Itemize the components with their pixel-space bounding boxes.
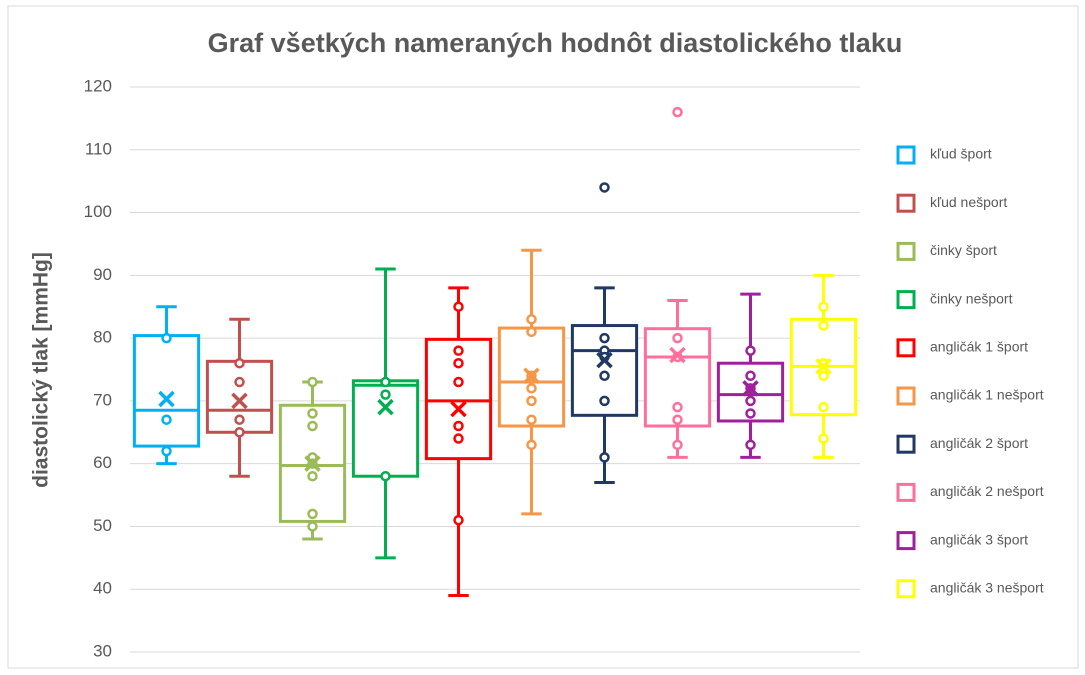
data-point: [745, 408, 756, 419]
legend-label: kľud nešport: [930, 194, 1007, 210]
data-point: [745, 395, 756, 407]
data-point: [307, 521, 318, 532]
y-tick-label: 80: [93, 328, 112, 347]
data-point: [234, 427, 245, 438]
y-tick-label: 60: [93, 453, 112, 472]
data-point: [818, 320, 829, 331]
legend-label: angličák 2 šport: [930, 435, 1028, 451]
data-point: [745, 345, 756, 356]
legend-label: angličák 3 nešport: [930, 580, 1044, 596]
legend-label: činky nešport: [930, 290, 1013, 306]
y-tick-label: 120: [84, 76, 112, 95]
data-point: [453, 357, 464, 369]
legend-marker: [896, 193, 916, 213]
legend-marker: [896, 241, 916, 261]
y-tick-label: 110: [85, 139, 112, 158]
legend-label: kľud šport: [930, 146, 992, 162]
legend-marker: [896, 579, 916, 599]
mean-marker: [158, 390, 175, 408]
mean-marker: [815, 358, 832, 375]
box: [132, 334, 201, 448]
data-point: [526, 395, 537, 407]
data-point: [672, 439, 683, 451]
data-point: [161, 445, 172, 457]
data-point: [453, 420, 464, 432]
data-point: [380, 376, 391, 388]
data-point: [307, 470, 318, 482]
data-point: [307, 376, 318, 388]
y-tick-label: 90: [93, 265, 112, 284]
data-point: [453, 514, 464, 526]
legend-marker: [896, 482, 916, 502]
y-tick-label: 100: [84, 202, 112, 221]
legend-marker: [896, 434, 916, 454]
legend-marker: [896, 145, 916, 165]
data-point: [599, 332, 610, 344]
data-point: [234, 357, 245, 369]
data-point: [745, 439, 756, 451]
data-point: [599, 370, 610, 382]
data-point: [599, 452, 610, 463]
mean-marker: [596, 351, 613, 369]
data-point: [234, 414, 245, 425]
data-point: [526, 414, 537, 425]
y-tick-label: 30: [93, 641, 112, 660]
data-point: [672, 332, 683, 344]
legend-label: angličák 3 šport: [930, 531, 1028, 547]
y-tick-label: 70: [93, 390, 112, 409]
legend-label: angličák 1 šport: [930, 339, 1028, 355]
data-point: [161, 414, 172, 425]
data-point: [453, 301, 464, 312]
data-point: [453, 433, 464, 444]
data-point: [453, 345, 464, 356]
legend-marker: [896, 290, 916, 310]
legend-label: angličák 1 nešport: [930, 387, 1044, 403]
legend-marker: [896, 338, 916, 358]
data-point: [234, 376, 245, 388]
legend-marker: [896, 386, 916, 406]
data-point: [380, 470, 391, 482]
mean-marker: [377, 398, 394, 416]
data-point: [818, 401, 829, 413]
data-point: [307, 508, 318, 520]
data-point: [672, 401, 683, 413]
data-point: [307, 408, 318, 419]
y-axis-label: diastolický tlak [mmHg]: [30, 252, 53, 488]
data-point: [526, 383, 537, 394]
mean-marker: [231, 392, 248, 410]
legend-marker: [896, 531, 916, 551]
data-point: [818, 433, 829, 444]
mean-marker: [523, 367, 540, 385]
data-point: [526, 314, 537, 325]
outlier: [599, 182, 610, 193]
data-point: [526, 439, 537, 451]
legend-label: činky šport: [930, 242, 997, 258]
chart-title: Graf všetkých nameraných hodnôt diastoli…: [208, 28, 903, 58]
mean-marker: [304, 455, 321, 472]
data-point: [599, 395, 610, 407]
y-tick-label: 50: [93, 516, 112, 535]
data-point: [818, 370, 829, 382]
mean-marker: [450, 400, 467, 418]
data-point: [672, 414, 683, 425]
data-point: [380, 389, 391, 400]
data-point: [818, 301, 829, 312]
outlier: [672, 106, 683, 118]
data-point: [745, 370, 756, 382]
data-point: [307, 420, 318, 432]
data-point: [526, 326, 537, 338]
mean-marker: [669, 346, 686, 364]
y-tick-label: 40: [93, 579, 112, 598]
data-point: [453, 376, 464, 388]
data-point: [161, 332, 172, 344]
legend-label: angličák 2 nešport: [930, 483, 1044, 499]
mean-marker: [742, 380, 759, 397]
